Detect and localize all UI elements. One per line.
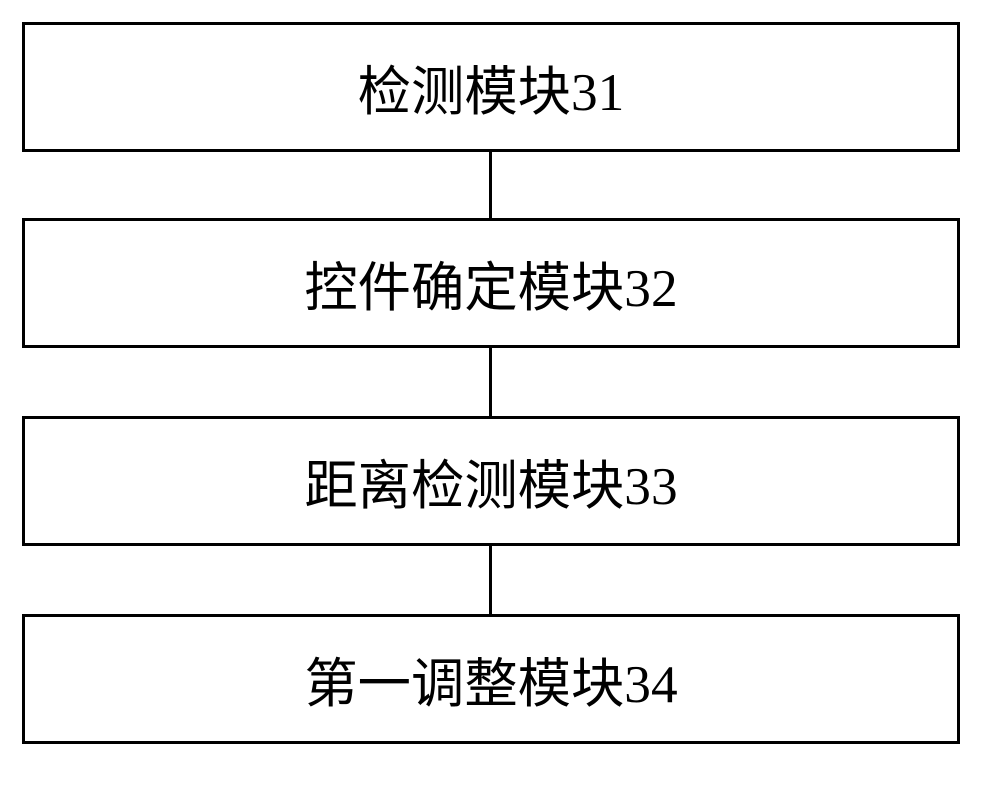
node-control-determine-module: 控件确定模块32 bbox=[22, 218, 960, 348]
edge-n1-n2 bbox=[489, 152, 492, 218]
edge-n3-n4 bbox=[489, 546, 492, 614]
edge-n2-n3 bbox=[489, 348, 492, 416]
node-detection-module: 检测模块31 bbox=[22, 22, 960, 152]
node-label: 距离检测模块33 bbox=[304, 443, 677, 520]
node-label: 检测模块31 bbox=[358, 49, 625, 126]
node-label: 第一调整模块34 bbox=[304, 641, 677, 718]
node-label: 控件确定模块32 bbox=[304, 245, 677, 322]
module-flow-diagram: 检测模块31 控件确定模块32 距离检测模块33 第一调整模块34 bbox=[0, 0, 982, 787]
node-distance-detection-module: 距离检测模块33 bbox=[22, 416, 960, 546]
node-first-adjust-module: 第一调整模块34 bbox=[22, 614, 960, 744]
